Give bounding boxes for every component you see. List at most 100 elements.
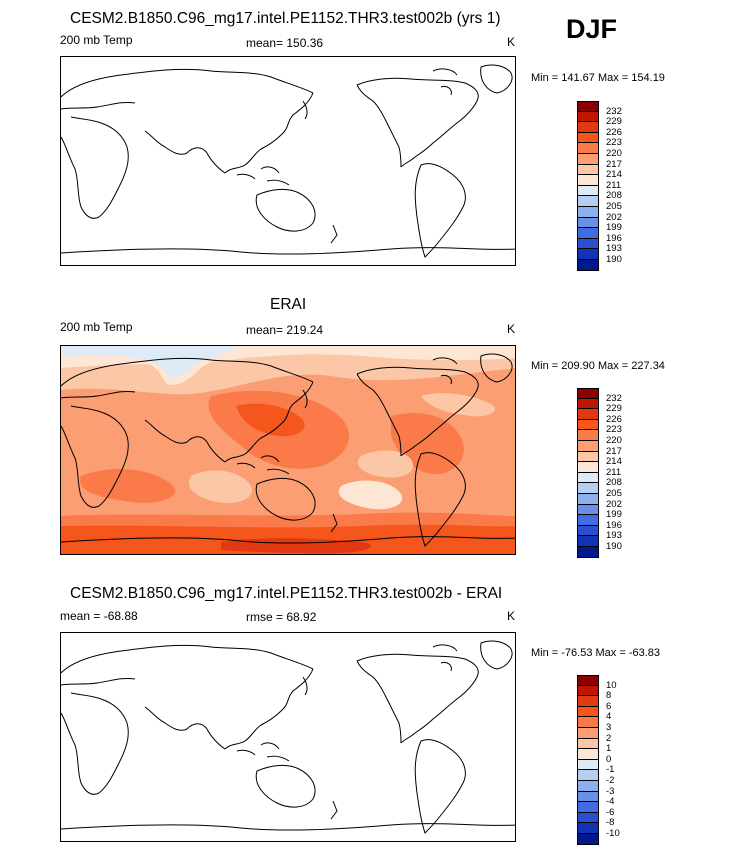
coastline: [61, 405, 129, 508]
panel1-variable-label: 200 mb Temp: [60, 33, 133, 47]
colorbar-tick-label: 208: [606, 190, 622, 202]
colorbar-tick-label: 211: [606, 466, 622, 478]
colorbar-swatch: [577, 738, 599, 750]
colorbar-tick-label: 229: [606, 116, 622, 128]
colorbar-swatch: [577, 238, 599, 250]
panel2-units-label: K: [507, 322, 516, 336]
coastline: [61, 823, 515, 831]
colorbar-swatch: [577, 706, 599, 718]
panel2-colorbar: [577, 388, 599, 558]
colorbar-tick-label: 193: [606, 243, 622, 255]
colorbar-tick-label: 190: [606, 541, 622, 552]
coastline: [330, 800, 338, 820]
colorbar-tick-label: 6: [606, 700, 612, 712]
colorbar-tick-label: 220: [606, 148, 622, 159]
colorbar-swatch: [577, 546, 599, 558]
coastline: [61, 247, 515, 255]
coastline: [356, 653, 479, 744]
panel2-temperature-field: [61, 346, 515, 554]
coastline: [302, 100, 308, 120]
coastline: [61, 357, 314, 387]
coastline: [480, 640, 513, 670]
coastline: [432, 357, 458, 365]
colorbar-swatch: [577, 536, 599, 547]
coastline: [144, 419, 226, 463]
coastline: [414, 452, 466, 547]
colorbar-swatch: [577, 823, 599, 834]
coastline: [61, 644, 314, 674]
coastline: [236, 173, 256, 180]
colorbar-tick-label: 190: [606, 254, 622, 265]
colorbar-swatch: [577, 409, 599, 420]
colorbar-swatch: [577, 833, 599, 845]
colorbar-tick-label: 3: [606, 722, 612, 733]
colorbar-swatch: [577, 217, 599, 229]
colorbar-swatch: [577, 462, 599, 473]
coastline: [356, 373, 402, 457]
coastline: [236, 749, 256, 756]
panel1-mean-label: mean= 150.36: [246, 36, 324, 50]
coastline: [224, 381, 314, 463]
colorbar-tick-label: -6: [606, 806, 615, 818]
colorbar-tick-label: 223: [606, 424, 622, 436]
colorbar-tick-label: 199: [606, 222, 622, 234]
coastline: [61, 536, 515, 544]
colorbar-swatch: [577, 111, 599, 123]
coastline: [144, 706, 226, 750]
coastline: [356, 77, 479, 168]
panel1-units-label: K: [507, 35, 516, 49]
colorbar-swatch: [577, 249, 599, 260]
colorbar-tick-label: 10: [606, 679, 617, 691]
coastline: [330, 513, 338, 533]
colorbar-tick-label: 214: [606, 456, 622, 468]
panel3-colorbar: [577, 675, 599, 845]
colorbar-swatch: [577, 685, 599, 697]
coastline: [236, 462, 256, 469]
panel3-title: CESM2.B1850.C96_mg17.intel.PE1152.THR3.t…: [70, 585, 503, 602]
coastline: [61, 102, 136, 110]
colorbar-swatch: [577, 430, 599, 441]
coastline: [266, 468, 290, 475]
colorbar-tick-label: -8: [606, 817, 615, 829]
panel3-minmax-label: Min = -76.53 Max = -63.83: [531, 647, 661, 659]
colorbar-swatch: [577, 780, 599, 792]
panel1-map: [60, 56, 516, 266]
coastline: [302, 389, 308, 409]
colorbar-swatch: [577, 504, 599, 516]
colorbar-swatch: [577, 791, 599, 803]
colorbar-tick-label: 232: [606, 105, 622, 117]
colorbar-swatch: [577, 525, 599, 537]
colorbar-swatch: [577, 770, 599, 781]
panel2-title: ERAI: [270, 296, 307, 313]
colorbar-swatch: [577, 472, 599, 484]
colorbar-swatch: [577, 802, 599, 813]
panel1-colorbar: [577, 101, 599, 271]
panel1-title: CESM2.B1850.C96_mg17.intel.PE1152.THR3.t…: [70, 10, 501, 27]
colorbar-tick-label: 232: [606, 392, 622, 404]
colorbar-swatch: [577, 153, 599, 165]
panel2-minmax-label: Min = 209.90 Max = 227.34: [531, 360, 665, 372]
colorbar-tick-label: 217: [606, 158, 622, 170]
colorbar-tick-label: 205: [606, 201, 622, 212]
coastline: [480, 353, 513, 383]
colorbar-swatch: [577, 419, 599, 431]
coastline: [266, 755, 290, 762]
colorbar-tick-label: 208: [606, 477, 622, 489]
coastline: [414, 163, 466, 258]
coastline: [480, 64, 513, 94]
coastline: [440, 662, 452, 672]
coastline: [432, 68, 458, 76]
colorbar-swatch: [577, 143, 599, 154]
colorbar-swatch: [577, 759, 599, 771]
colorbar-swatch: [577, 451, 599, 463]
colorbar-tick-label: -1: [606, 764, 615, 776]
colorbar-swatch: [577, 440, 599, 452]
colorbar-tick-label: 229: [606, 403, 622, 415]
coastline: [61, 68, 314, 98]
panel2-map: [60, 345, 516, 555]
colorbar-tick-label: 202: [606, 211, 622, 223]
coastline: [260, 166, 280, 174]
colorbar-tick-label: 223: [606, 137, 622, 149]
colorbar-tick-label: 0: [606, 753, 612, 765]
colorbar-tick-label: -4: [606, 796, 615, 808]
